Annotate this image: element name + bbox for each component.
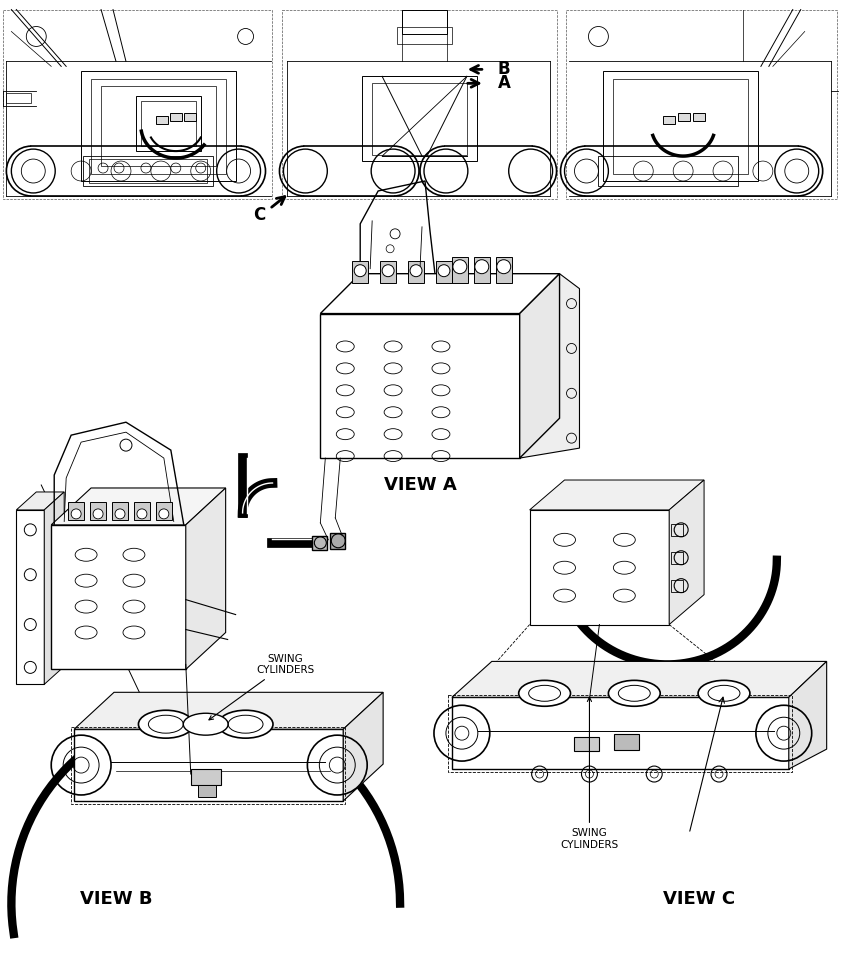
Circle shape: [159, 509, 169, 519]
Bar: [436, 261, 452, 283]
Bar: [330, 533, 345, 549]
Ellipse shape: [183, 713, 228, 735]
Circle shape: [452, 260, 466, 274]
Bar: [3, 10, 272, 199]
Ellipse shape: [608, 680, 659, 706]
Bar: [155, 502, 171, 520]
Bar: [380, 261, 396, 283]
Polygon shape: [452, 661, 825, 698]
Bar: [74, 730, 343, 801]
Bar: [670, 580, 682, 592]
Bar: [320, 314, 519, 458]
Polygon shape: [51, 488, 225, 525]
Bar: [51, 525, 186, 670]
Polygon shape: [519, 274, 559, 458]
Bar: [81, 71, 235, 181]
Bar: [613, 79, 747, 174]
Bar: [397, 26, 452, 44]
Circle shape: [71, 509, 81, 519]
Bar: [101, 86, 215, 166]
Bar: [362, 76, 476, 161]
Bar: [598, 156, 737, 186]
Bar: [663, 116, 674, 124]
Bar: [170, 113, 181, 122]
Bar: [452, 698, 787, 769]
Bar: [112, 502, 127, 520]
Bar: [282, 10, 556, 199]
Bar: [89, 159, 207, 183]
Circle shape: [496, 260, 510, 274]
Bar: [670, 524, 682, 536]
Polygon shape: [16, 492, 64, 510]
Bar: [574, 737, 598, 751]
Bar: [565, 10, 836, 199]
Bar: [614, 734, 639, 750]
Bar: [71, 728, 345, 804]
Text: C: C: [253, 206, 265, 224]
Bar: [371, 83, 466, 155]
Bar: [447, 696, 791, 772]
Bar: [83, 156, 213, 186]
Polygon shape: [519, 274, 579, 458]
Circle shape: [474, 260, 488, 274]
Polygon shape: [668, 480, 703, 624]
Bar: [141, 101, 196, 146]
Polygon shape: [787, 661, 825, 769]
Bar: [191, 769, 220, 785]
Bar: [452, 257, 468, 283]
Polygon shape: [74, 692, 382, 730]
Circle shape: [137, 509, 147, 519]
Polygon shape: [44, 492, 64, 684]
Bar: [603, 71, 757, 181]
Text: SWING
CYLINDERS: SWING CYLINDERS: [560, 698, 618, 849]
Bar: [197, 785, 215, 797]
Bar: [692, 113, 704, 122]
Bar: [495, 257, 511, 283]
Bar: [312, 536, 327, 550]
Bar: [134, 502, 149, 520]
Polygon shape: [320, 274, 559, 314]
Circle shape: [437, 264, 449, 277]
Circle shape: [93, 509, 103, 519]
Ellipse shape: [518, 680, 570, 706]
Ellipse shape: [218, 710, 273, 738]
Polygon shape: [186, 488, 225, 670]
Text: VIEW B: VIEW B: [79, 890, 152, 908]
Text: VIEW A: VIEW A: [383, 476, 456, 494]
Circle shape: [409, 264, 421, 277]
Polygon shape: [343, 692, 382, 801]
Ellipse shape: [138, 710, 193, 738]
Bar: [155, 116, 168, 124]
Ellipse shape: [697, 680, 749, 706]
Bar: [473, 257, 490, 283]
Bar: [136, 96, 201, 152]
Circle shape: [381, 264, 393, 277]
Text: B: B: [497, 61, 510, 78]
Bar: [90, 502, 106, 520]
Bar: [402, 10, 446, 35]
Bar: [68, 502, 84, 520]
Text: SWING
CYLINDERS: SWING CYLINDERS: [208, 653, 314, 720]
Circle shape: [354, 264, 365, 277]
Bar: [678, 113, 690, 122]
Bar: [183, 113, 196, 122]
Bar: [16, 510, 44, 684]
Polygon shape: [529, 480, 703, 510]
Bar: [7, 94, 31, 103]
Text: VIEW C: VIEW C: [663, 890, 734, 908]
Bar: [408, 261, 424, 283]
Bar: [91, 79, 225, 174]
Circle shape: [115, 509, 125, 519]
Bar: [529, 510, 668, 624]
Bar: [352, 261, 368, 283]
Bar: [670, 552, 682, 564]
Text: A: A: [497, 74, 510, 93]
